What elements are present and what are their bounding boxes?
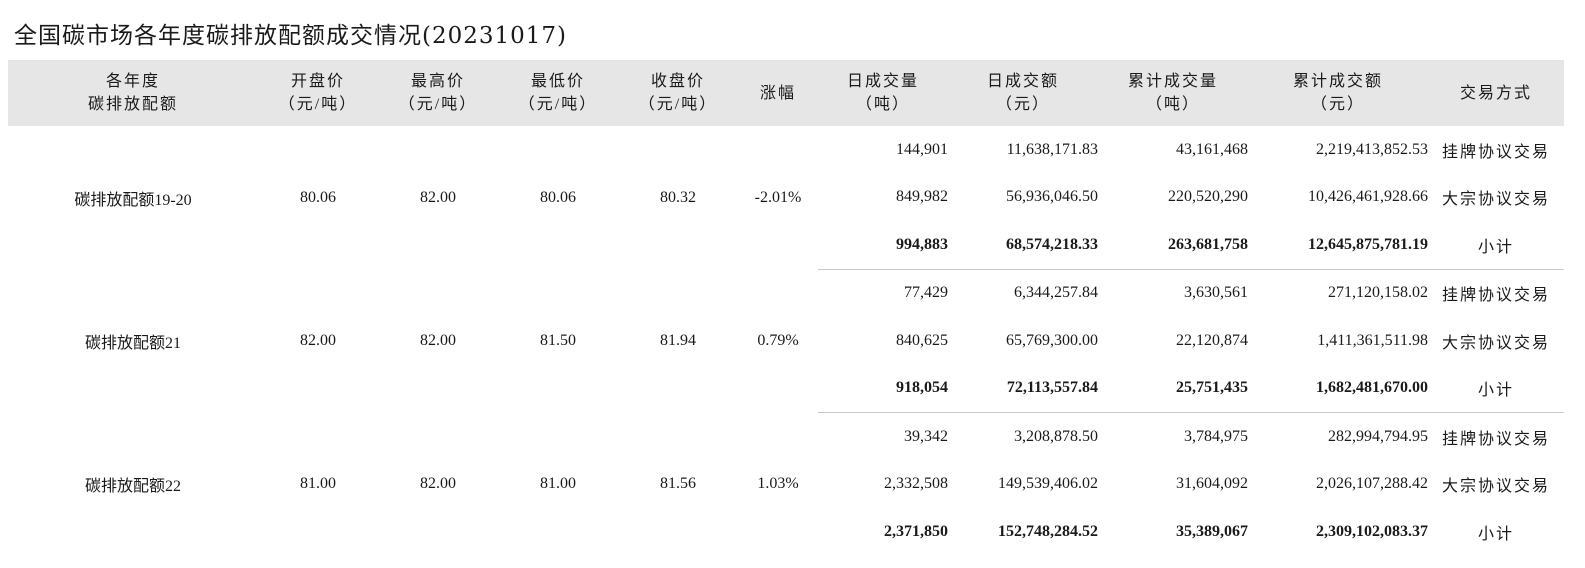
cum-amount: 2,219,413,852.53 [1316,140,1428,158]
cum-volume: 263,681,758 [1098,221,1248,270]
open-price: 80.06 [300,188,336,206]
allowance-name: 碳排放配额22 [84,478,181,495]
trade-mode: 小计 [1428,221,1564,270]
daily-volume: 77,429 [904,284,948,302]
subtotal-row: 994,883 68,574,218.33 263,681,758 12,645… [8,221,1564,270]
daily-volume: 840,625 [896,331,948,349]
header-low-price: 最低价 （元/吨） [498,60,618,126]
trade-mode: 大宗协议交易 [1441,191,1550,209]
trade-mode: 大宗协议交易 [1441,478,1550,496]
daily-amount: 11,638,171.83 [1006,140,1098,158]
change-percent: 1.03% [757,475,799,492]
header-high-price: 最高价 （元/吨） [378,60,498,126]
table-row: 碳排放配额22 81.00 82.00 81.00 81.56 1.03% 39… [8,413,1564,495]
change-percent: 0.79% [757,331,799,349]
open-price: 81.00 [300,475,336,492]
daily-volume: 39,342 [904,427,948,445]
table-row: 2,332,508 149,539,406.02 31,604,092 2,02… [8,461,1564,509]
header-allowance: 各年度 碳排放配额 [8,60,258,126]
header-open-price: 开盘价 （元/吨） [258,60,378,126]
daily-volume: 2,332,508 [884,475,948,493]
daily-amount: 68,574,218.33 [948,221,1098,270]
cum-volume: 35,389,067 [1176,522,1248,540]
cum-volume: 3,784,975 [1184,427,1248,445]
trade-mode: 小计 [1477,525,1514,543]
subtotal-row: 918,054 72,113,557.84 25,751,435 1,682,4… [8,364,1564,413]
carbon-allowance-table: 各年度 碳排放配额 开盘价 （元/吨） 最高价 （元/吨） 最低价 （元/吨） 收盘价（… [8,60,1564,556]
high-price: 82.00 [420,188,456,206]
daily-amount: 6,344,257.84 [1014,284,1098,302]
change-percent: -2.01% [754,188,802,206]
low-price: 81.50 [540,331,576,349]
table-row: 碳排放配额19-20 80.06 82.00 80.06 80.32 -2.01… [8,126,1564,209]
close-price: 81.94 [660,331,696,349]
close-price: 80.32 [660,188,696,206]
trade-mode: 大宗协议交易 [1441,334,1550,352]
daily-volume: 144,901 [896,140,948,158]
table-row: 840,625 65,769,300.00 22,120,874 1,411,3… [8,317,1564,365]
cum-amount: 282,994,794.95 [1328,427,1428,445]
cum-volume: 43,161,468 [1176,140,1248,158]
trade-mode: 挂牌协议交易 [1441,143,1550,161]
daily-volume: 849,982 [896,188,948,206]
allowance-name: 碳排放配额19-20 [74,191,192,209]
daily-amount: 3,208,878.50 [1014,427,1098,445]
close-price: 81.56 [660,475,696,492]
low-price: 80.06 [540,188,576,206]
cum-volume: 220,520,290 [1168,188,1248,206]
header-daily-amount: 日成交额 （元） [948,60,1098,126]
trade-mode: 小计 [1428,364,1564,413]
daily-amount: 65,769,300.00 [1006,331,1098,349]
cum-amount: 12,645,875,781.19 [1248,221,1428,270]
allowance-name: 碳排放配额21 [84,334,181,352]
daily-amount: 152,748,284.52 [998,522,1098,540]
header-close-price: 收盘价 （元/吨） [618,60,738,126]
daily-amount: 72,113,557.84 [948,364,1098,413]
cum-volume: 31,604,092 [1176,475,1248,493]
daily-volume: 994,883 [818,221,948,270]
trade-mode: 挂牌协议交易 [1441,287,1550,305]
header-cum-volume: 累计成交量 （吨） [1098,60,1248,126]
cum-amount: 2,309,102,083.37 [1316,522,1428,540]
cum-volume: 22,120,874 [1176,331,1248,349]
subtotal-row: 2,371,850 152,748,284.52 35,389,067 2,30… [8,508,1564,556]
low-price: 81.00 [540,475,576,492]
table-row: 碳排放配额21 82.00 82.00 81.50 81.94 0.79% 77… [8,269,1564,352]
open-price: 82.00 [300,331,336,349]
header-change: 涨幅 [738,60,818,126]
table-header-row: 各年度 碳排放配额 开盘价 （元/吨） 最高价 （元/吨） 最低价 （元/吨） 收盘价（… [8,60,1564,126]
cum-volume: 3,630,561 [1184,284,1248,302]
daily-volume: 918,054 [818,364,948,413]
high-price: 82.00 [420,475,456,492]
header-trade-mode: 交易方式 [1428,60,1564,126]
daily-amount: 149,539,406.02 [998,475,1098,493]
header-daily-volume: 日成交量 （吨） [818,60,948,126]
cum-amount: 1,411,361,511.98 [1317,331,1428,349]
cum-amount: 1,682,481,670.00 [1248,364,1428,413]
trade-mode: 挂牌协议交易 [1441,430,1550,448]
daily-volume: 2,371,850 [884,522,948,540]
cum-amount: 271,120,158.02 [1328,284,1428,302]
daily-amount: 56,936,046.50 [1006,188,1098,206]
header-cum-amount: 累计成交额 （元） [1248,60,1428,126]
cum-amount: 10,426,461,928.66 [1308,188,1428,206]
table-row: 849,982 56,936,046.50 220,520,290 10,426… [8,174,1564,222]
cum-amount: 2,026,107,288.42 [1316,475,1428,493]
page-title: 全国碳市场各年度碳排放配额成交情况(20231017) [14,23,568,49]
cum-volume: 25,751,435 [1098,364,1248,413]
high-price: 82.00 [420,331,456,349]
